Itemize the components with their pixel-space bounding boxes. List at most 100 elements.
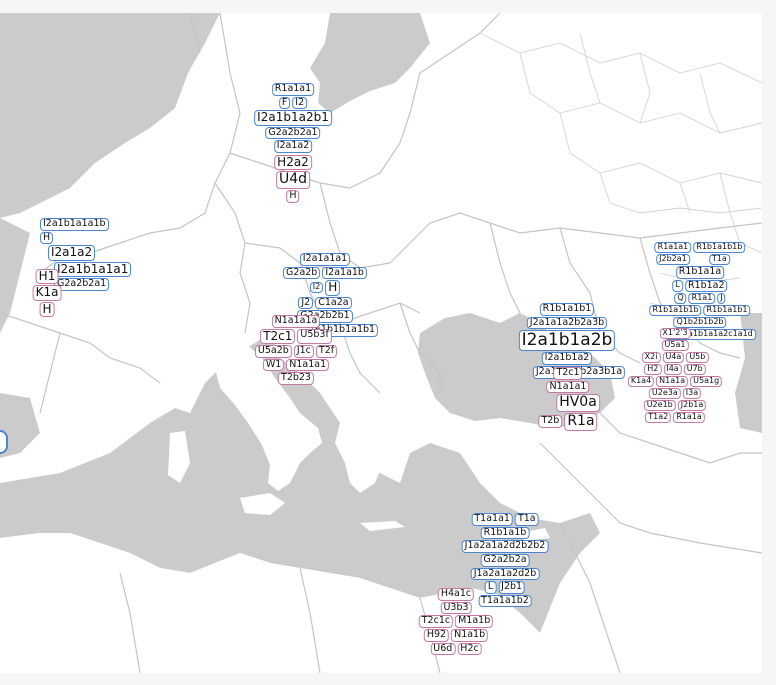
cluster-west-europe[interactable]: I2a1b1a1a1b H I2a1a2 I2a1b1a1a1 G2a2b2a1 <box>40 218 132 292</box>
haplogroup-label[interactable]: T2b <box>538 415 563 429</box>
haplogroup-label[interactable]: H2a2 <box>274 155 312 171</box>
haplogroup-label[interactable]: R1b1a1b1 <box>539 303 595 316</box>
haplogroup-label[interactable]: L <box>672 279 683 293</box>
haplogroup-label[interactable]: T2f <box>315 345 338 358</box>
haplogroup-label[interactable]: J2b1a <box>677 399 707 411</box>
cluster-levant[interactable]: T1a1a1 T1a R1b1a1b J1a2a1a2d2b2b2 G2a2b2… <box>461 513 549 608</box>
cluster-scandinavia[interactable]: R1a1a1 F I2 I2a1b1a2b1 G2a2b2a1 I2a1a2 <box>254 83 332 154</box>
haplogroup-label[interactable]: I4a <box>663 363 682 375</box>
haplogroup-label[interactable]: I3a <box>682 387 702 399</box>
haplogroup-label[interactable]: H <box>39 301 55 318</box>
haplogroup-label[interactable]: R1a1a1 <box>654 242 692 253</box>
cluster-hungary[interactable]: I2a1a1a1 G2a2b I2a1a1b I2 H J2 C1a2a G2a… <box>272 253 379 338</box>
haplogroup-label[interactable]: U5b3f <box>297 328 332 345</box>
haplogroup-label[interactable]: J2b1 <box>498 581 526 594</box>
cluster-levant-maternal[interactable]: H4a1c U3b3 T2c1c M1a1b H92 N1a1b U6d H2c <box>418 588 494 656</box>
map-viewport[interactable]: R1a1a1 F I2 I2a1b1a2b1 G2a2b2a1 I2a1a2 H… <box>0 13 762 673</box>
haplogroup-label[interactable]: J2b2a1 <box>656 253 690 265</box>
haplogroup-label[interactable]: W1 <box>262 358 285 372</box>
haplogroup-label[interactable]: L <box>484 581 497 594</box>
haplogroup-label[interactable]: J1a2a1a2d2b2b2 <box>461 540 549 553</box>
haplogroup-label[interactable]: Q1b2b1b2b <box>673 317 727 329</box>
haplogroup-label[interactable]: U5b <box>686 351 709 363</box>
haplogroup-label[interactable]: I2 <box>309 282 324 294</box>
haplogroup-label[interactable]: R1a1a <box>673 411 705 423</box>
haplogroup-label[interactable]: U6d <box>430 642 456 656</box>
haplogroup-label[interactable]: I2a1a1b <box>322 266 367 280</box>
cluster-west-europe-maternal[interactable]: H1 K1a H <box>32 269 62 318</box>
haplogroup-label[interactable]: T1a1a1 <box>471 513 513 526</box>
haplogroup-label[interactable]: T1a1a1b2 <box>478 594 532 608</box>
haplogroup-label[interactable]: I2 <box>292 96 308 110</box>
haplogroup-label[interactable]: J <box>717 293 726 305</box>
haplogroup-label[interactable]: R1b1a1b1b <box>693 242 746 253</box>
haplogroup-label[interactable]: R1b1a1a <box>675 265 725 279</box>
map-basemap[interactable] <box>0 13 762 673</box>
haplogroup-label[interactable]: H4a1c <box>437 588 475 601</box>
cluster-balkan[interactable]: N1a1a1a T2c1 U5b3f U5a2b J1c T2f W1 N1a1… <box>254 315 338 386</box>
haplogroup-label[interactable]: K1a4 <box>627 375 655 387</box>
haplogroup-label[interactable]: I2a1b1a2b <box>518 330 616 352</box>
haplogroup-label[interactable]: U5a1 <box>661 339 689 351</box>
haplogroup-label[interactable]: H92 <box>423 628 450 642</box>
haplogroup-label[interactable]: G2a2b2a1 <box>265 126 321 140</box>
haplogroup-label[interactable]: I2a1a1a1 <box>299 253 351 266</box>
haplogroup-label[interactable]: F <box>278 96 291 110</box>
haplogroup-label[interactable]: N1a1a <box>656 375 689 387</box>
haplogroup-label[interactable]: J1c <box>293 345 314 358</box>
haplogroup-label[interactable]: R1a1 <box>688 293 716 305</box>
haplogroup-label[interactable]: I2a1a2 <box>273 140 313 153</box>
cluster-russia[interactable]: R1a1a1 J2b2a1 R1b1a1b1b T1a R1b1a1a L R1… <box>644 242 756 341</box>
haplogroup-label[interactable]: T2c1 <box>553 367 583 380</box>
haplogroup-label[interactable]: I2a1b1a2 <box>541 352 593 365</box>
cluster-black-sea-maternal[interactable]: T2c1 N1a1a1 HV0a T2b R1a <box>536 367 600 432</box>
haplogroup-label[interactable]: I2a1a2 <box>48 245 96 261</box>
haplogroup-label[interactable]: T1a <box>514 513 539 526</box>
haplogroup-label[interactable]: R1a <box>564 412 598 431</box>
haplogroup-label[interactable]: U5a1g <box>690 375 723 387</box>
haplogroup-label[interactable]: H1 <box>35 269 59 285</box>
haplogroup-label[interactable]: I2a1b1a1a1b <box>40 218 109 231</box>
haplogroup-label[interactable]: R1b1a2 <box>684 279 728 293</box>
haplogroup-label[interactable]: R1b1a1b <box>480 526 530 540</box>
haplogroup-label[interactable]: H <box>286 190 300 203</box>
haplogroup-label[interactable]: H <box>325 280 341 296</box>
haplogroup-label[interactable]: H <box>40 231 54 245</box>
haplogroup-label[interactable]: I2a1b1a1a1 <box>54 261 132 278</box>
cluster-scandinavia-maternal[interactable]: H2a2 U4d H <box>274 155 312 204</box>
haplogroup-label[interactable]: H2 <box>644 363 662 375</box>
haplogroup-label[interactable]: N1a1a1 <box>546 380 590 394</box>
haplogroup-label[interactable]: Q <box>674 293 687 305</box>
haplogroup-label[interactable]: U4a <box>662 351 685 363</box>
haplogroup-label[interactable]: J2 <box>298 296 314 310</box>
haplogroup-label[interactable]: R1a1a1 <box>271 83 315 96</box>
haplogroup-label[interactable]: T2b23 <box>278 372 314 385</box>
haplogroup-label[interactable]: N1a1b <box>451 628 489 642</box>
haplogroup-label[interactable]: U4d <box>275 171 311 190</box>
haplogroup-label[interactable]: U2e1b <box>643 399 676 411</box>
haplogroup-label[interactable]: I2a1b1a2b1 <box>254 110 332 126</box>
haplogroup-label[interactable]: C1a2a <box>315 296 352 310</box>
haplogroup-label[interactable]: X1'2'3 <box>659 328 691 339</box>
haplogroup-label[interactable]: M1a1b <box>455 615 494 628</box>
haplogroup-label[interactable]: T1a <box>708 253 730 265</box>
cluster-russia-maternal[interactable]: X1'2'3 U5a1 X2i U4a U5b H2 I4a U7b K1a4 … <box>627 328 723 424</box>
haplogroup-label[interactable]: T2c1c <box>418 615 454 628</box>
haplogroup-label[interactable]: J1a2a1a2d2b <box>470 567 540 581</box>
haplogroup-label[interactable]: U7b <box>683 363 706 375</box>
haplogroup-label[interactable]: T2c1 <box>260 328 296 345</box>
haplogroup-label[interactable]: U5a2b <box>254 345 292 358</box>
haplogroup-label[interactable]: G2a2b <box>283 266 321 280</box>
haplogroup-label[interactable]: K1a <box>32 285 62 301</box>
haplogroup-label[interactable]: T1a2 <box>645 411 672 423</box>
haplogroup-label[interactable]: HV0a <box>556 394 600 412</box>
haplogroup-label[interactable]: U2e3a <box>648 387 681 399</box>
haplogroup-label[interactable]: R1b1a1b1 <box>703 305 751 317</box>
haplogroup-label[interactable]: U3b3 <box>440 601 472 615</box>
haplogroup-label[interactable]: R1b1a1b1b <box>649 305 702 317</box>
haplogroup-label[interactable]: G2a2b2a1 <box>54 278 110 291</box>
haplogroup-label[interactable]: X2i <box>641 351 661 363</box>
haplogroup-label[interactable]: H2c <box>457 642 482 656</box>
haplogroup-label[interactable]: N1a1a1 <box>286 358 330 372</box>
haplogroup-label[interactable]: N1a1a1a <box>271 315 321 328</box>
